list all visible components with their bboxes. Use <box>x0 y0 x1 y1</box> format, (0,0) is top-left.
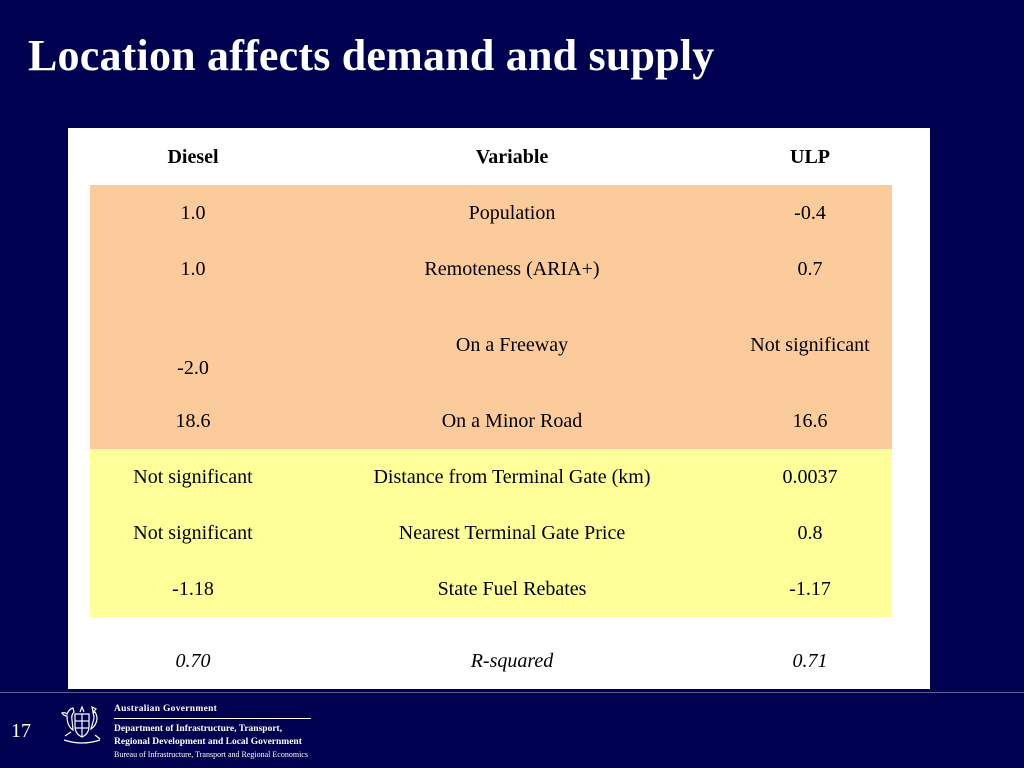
table-row: -2.0 On a Freeway Not significant <box>90 297 892 393</box>
variable-cell: State Fuel Rebates <box>296 561 728 617</box>
table-row: Not significant Distance from Terminal G… <box>90 449 892 505</box>
diesel-cell: -1.18 <box>90 561 296 617</box>
department-line-1: Department of Infrastructure, Transport, <box>114 724 283 734</box>
diesel-cell: 18.6 <box>90 393 296 449</box>
agency-divider <box>114 718 311 719</box>
r-squared-row: 0.70 R-squared 0.71 <box>90 617 892 705</box>
variable-cell: Population <box>296 185 728 241</box>
ulp-cell: 0.7 <box>728 241 892 297</box>
agency-block: Australian Government Department of Infr… <box>114 704 311 760</box>
table-row: 1.0 Remoteness (ARIA+) 0.7 <box>90 241 892 297</box>
table-row: Not significant Nearest Terminal Gate Pr… <box>90 505 892 561</box>
footer: 17 Australian Government Department of I… <box>0 692 1024 768</box>
government-label: Australian Government <box>114 704 218 714</box>
ulp-cell: 0.8 <box>728 505 892 561</box>
diesel-cell: Not significant <box>90 505 296 561</box>
ulp-cell: 0.0037 <box>728 449 892 505</box>
department-line-2: Regional Development and Local Governmen… <box>114 737 302 747</box>
r-squared-label: R-squared <box>470 650 554 672</box>
ulp-cell: 16.6 <box>728 393 892 449</box>
table-row: -1.18 State Fuel Rebates -1.17 <box>90 561 892 617</box>
regression-table: Diesel Variable ULP 1.0 Population -0.4 … <box>90 128 892 705</box>
bureau-label: Bureau of Infrastructure, Transport and … <box>114 750 308 759</box>
diesel-cell: 1.0 <box>90 241 296 297</box>
ulp-cell: Not significant <box>728 297 892 393</box>
header-diesel: Diesel <box>167 145 219 168</box>
regression-table-panel: Diesel Variable ULP 1.0 Population -0.4 … <box>68 128 930 689</box>
table-header-row: Diesel Variable ULP <box>90 128 892 185</box>
variable-cell: Remoteness (ARIA+) <box>296 241 728 297</box>
header-variable: Variable <box>475 145 549 168</box>
table-row: 18.6 On a Minor Road 16.6 <box>90 393 892 449</box>
variable-cell: Nearest Terminal Gate Price <box>296 505 728 561</box>
diesel-cell: -2.0 <box>90 297 296 393</box>
variable-cell: On a Minor Road <box>296 393 728 449</box>
diesel-cell: Not significant <box>90 449 296 505</box>
ulp-cell: -1.17 <box>728 561 892 617</box>
table-row: 1.0 Population -0.4 <box>90 185 892 241</box>
diesel-r-squared: 0.70 <box>175 650 211 672</box>
slide-title: Location affects demand and supply <box>28 31 715 80</box>
page-number: 17 <box>11 720 31 742</box>
variable-cell: On a Freeway <box>296 297 728 393</box>
coat-of-arms-icon <box>61 705 101 744</box>
variable-cell: Distance from Terminal Gate (km) <box>296 449 728 505</box>
footer-divider <box>0 692 1024 693</box>
ulp-r-squared: 0.71 <box>792 650 828 672</box>
header-ulp: ULP <box>790 145 830 168</box>
ulp-cell: -0.4 <box>728 185 892 241</box>
diesel-cell: 1.0 <box>90 185 296 241</box>
